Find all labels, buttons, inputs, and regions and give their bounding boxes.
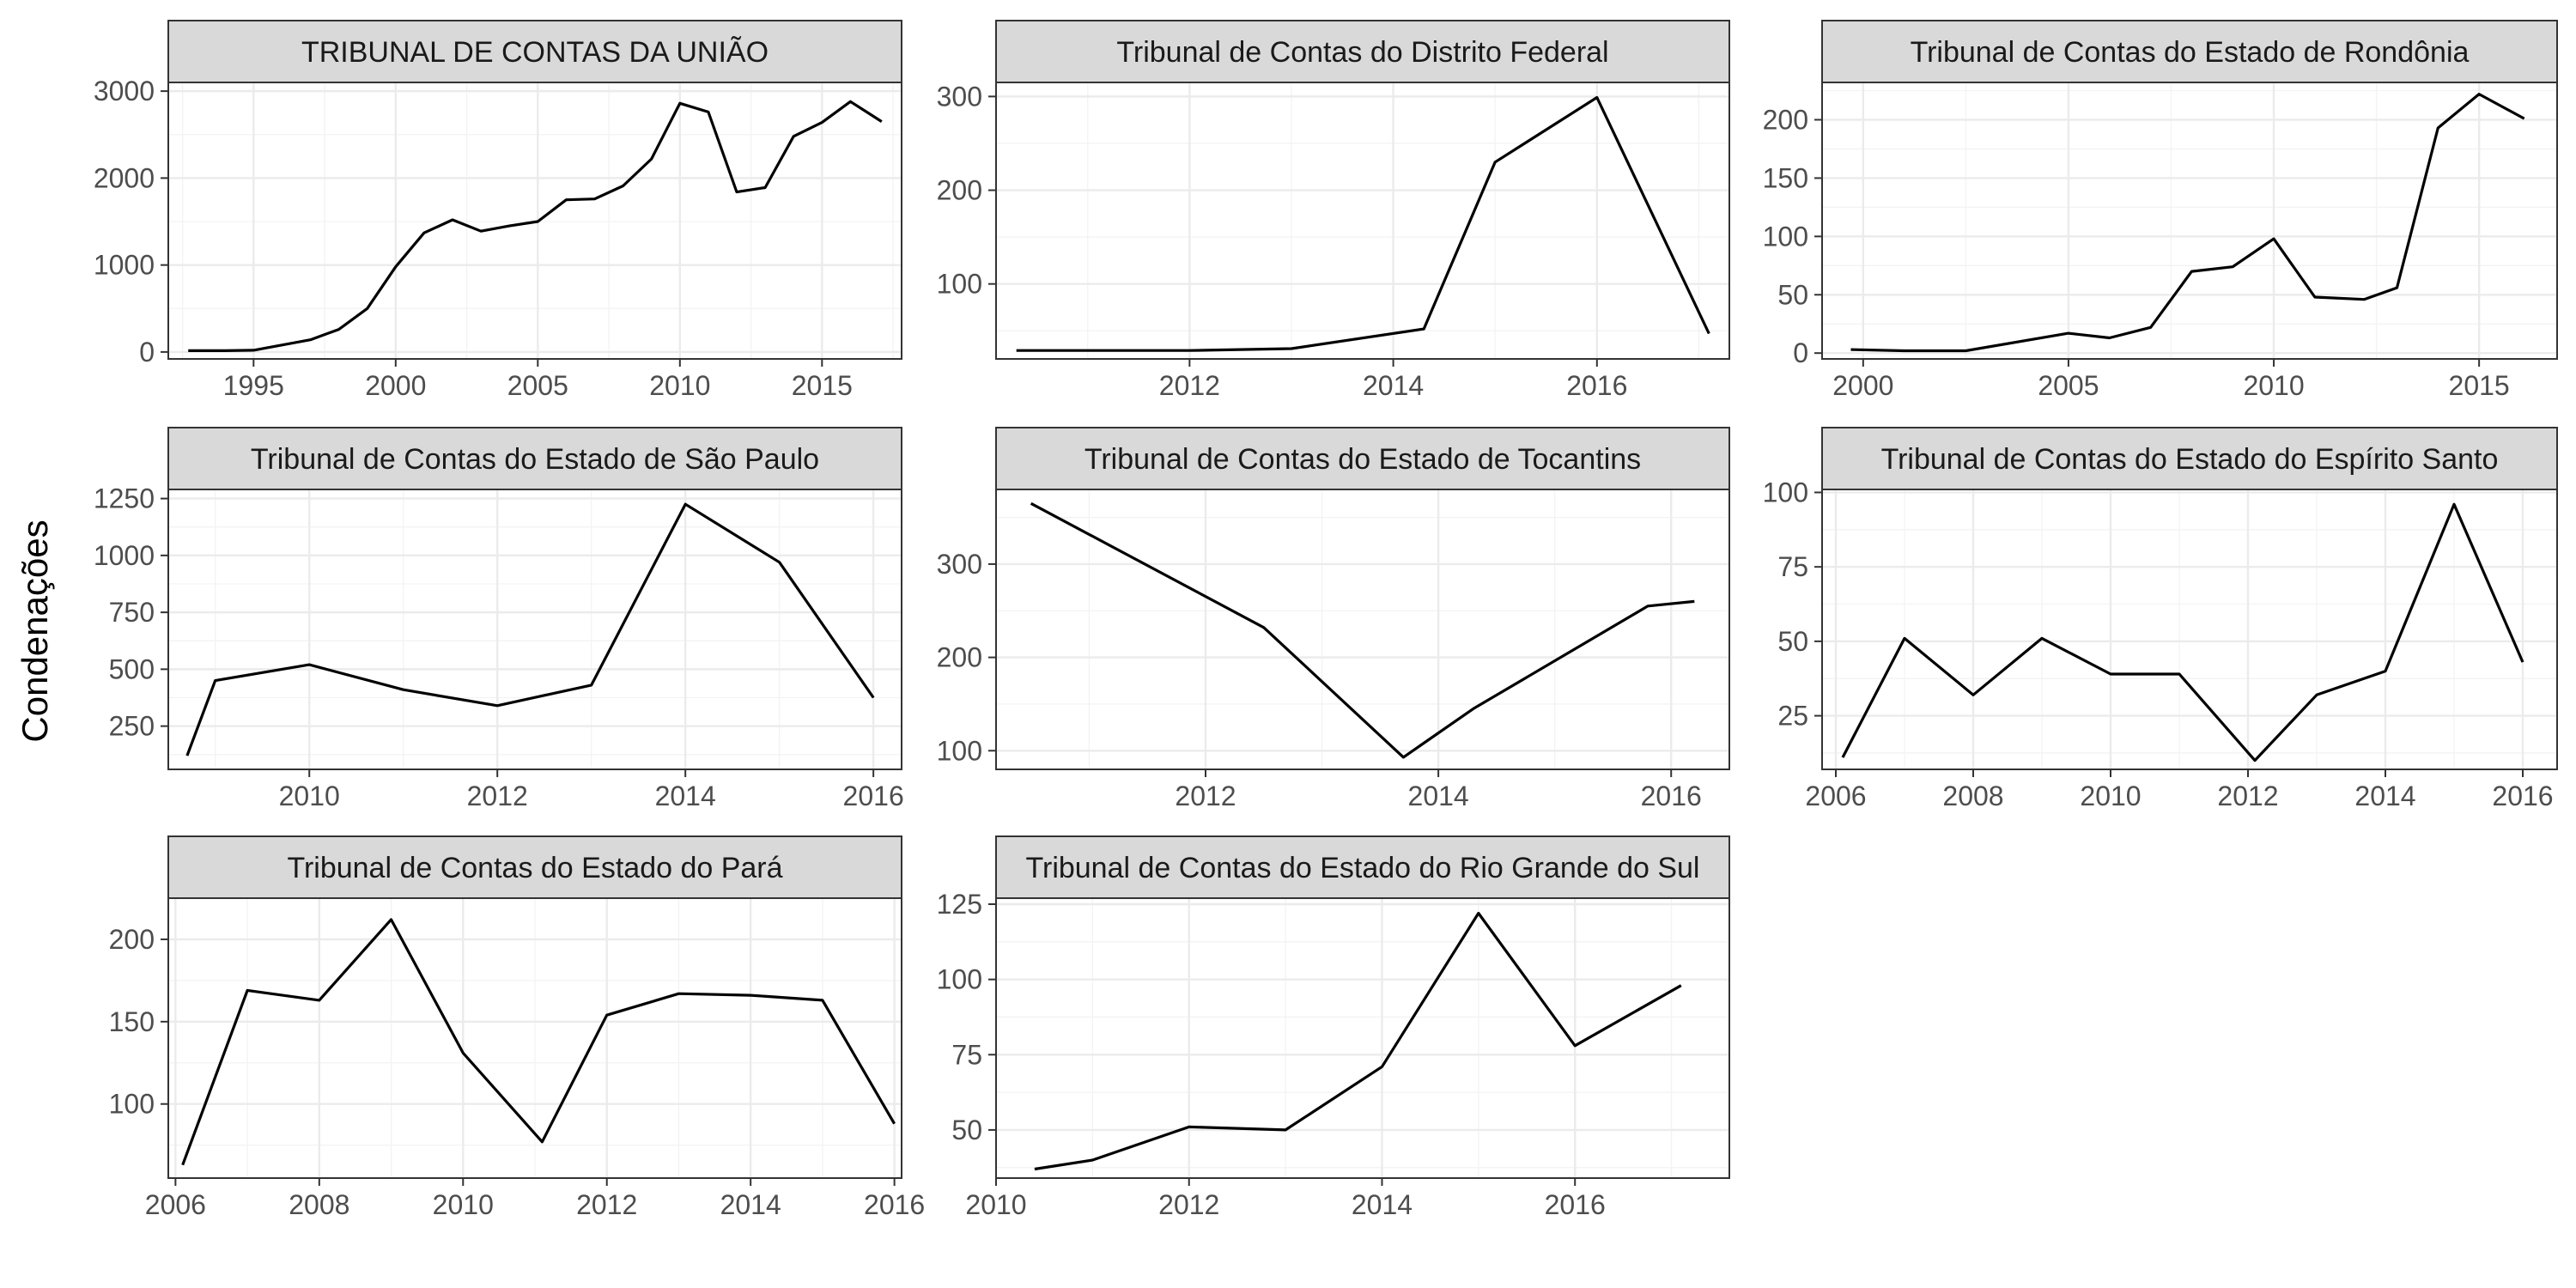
y-tick-label: 750 bbox=[109, 597, 155, 628]
facet-title: Tribunal de Contas do Distrito Federal bbox=[1116, 36, 1608, 69]
y-tick-label: 100 bbox=[109, 1089, 155, 1120]
y-tick-label: 150 bbox=[109, 1006, 155, 1037]
x-tick-label: 2016 bbox=[864, 1189, 925, 1220]
x-tick-label: 2012 bbox=[1175, 781, 1236, 811]
x-tick-label: 2016 bbox=[1566, 370, 1627, 401]
x-tick-label: 2014 bbox=[1363, 370, 1424, 401]
facet-panel-8: Tribunal de Contas do Estado do Rio Gran… bbox=[937, 836, 1729, 1220]
y-tick-label: 1000 bbox=[94, 540, 155, 571]
facet-panel-6: Tribunal de Contas do Estado do Espírito… bbox=[1763, 428, 2557, 811]
panel-background bbox=[996, 489, 1729, 769]
x-tick-label: 2016 bbox=[1545, 1189, 1606, 1220]
x-tick-label: 2006 bbox=[145, 1189, 206, 1220]
x-tick-label: 2008 bbox=[1942, 781, 2003, 811]
x-tick-label: 2005 bbox=[507, 370, 568, 401]
y-tick-label: 25 bbox=[1777, 701, 1808, 732]
y-tick-label: 200 bbox=[109, 924, 155, 955]
y-tick-label: 50 bbox=[1777, 626, 1808, 657]
x-tick-label: 2012 bbox=[1159, 370, 1220, 401]
x-tick-label: 2012 bbox=[1158, 1189, 1219, 1220]
x-tick-label: 2010 bbox=[433, 1189, 494, 1220]
x-tick-label: 2014 bbox=[1352, 1189, 1413, 1220]
facet-title: Tribunal de Contas do Estado do Pará bbox=[287, 852, 782, 884]
y-tick-label: 2000 bbox=[94, 162, 155, 193]
y-tick-label: 200 bbox=[937, 175, 982, 206]
y-tick-label: 75 bbox=[1777, 551, 1808, 582]
x-tick-label: 2010 bbox=[2243, 370, 2304, 401]
y-tick-label: 500 bbox=[109, 653, 155, 684]
facet-title: TRIBUNAL DE CONTAS DA UNIÃO bbox=[301, 36, 769, 69]
y-tick-label: 1000 bbox=[94, 250, 155, 281]
x-tick-label: 2000 bbox=[365, 370, 426, 401]
x-tick-label: 2012 bbox=[2217, 781, 2278, 811]
y-tick-label: 3000 bbox=[94, 76, 155, 106]
x-tick-label: 2008 bbox=[289, 1189, 349, 1220]
y-tick-label: 125 bbox=[937, 889, 982, 920]
x-tick-label: 2015 bbox=[2449, 370, 2510, 401]
y-tick-label: 300 bbox=[937, 549, 982, 580]
facet-title: Tribunal de Contas do Estado de Tocantin… bbox=[1084, 443, 1641, 476]
y-tick-label: 100 bbox=[1763, 221, 1808, 252]
x-tick-label: 2010 bbox=[2080, 781, 2141, 811]
panel-background bbox=[996, 898, 1729, 1178]
x-tick-label: 2014 bbox=[720, 1189, 781, 1220]
facet-panel-2: Tribunal de Contas do Distrito Federal 20… bbox=[937, 21, 1729, 401]
x-tick-label: 2012 bbox=[576, 1189, 637, 1220]
facet-title: Tribunal de Contas do Estado de Rondônia bbox=[1911, 36, 2470, 69]
y-tick-label: 100 bbox=[937, 964, 982, 995]
panel-background bbox=[996, 82, 1729, 359]
panel-background bbox=[1822, 82, 2557, 359]
x-tick-label: 2006 bbox=[1805, 781, 1866, 811]
facet-panel-7: Tribunal de Contas do Estado do Pará 2006… bbox=[109, 836, 926, 1220]
x-tick-label: 2015 bbox=[792, 370, 853, 401]
facet-title: Tribunal de Contas do Estado de São Paul… bbox=[251, 443, 819, 476]
x-tick-label: 2014 bbox=[1408, 781, 1469, 811]
y-tick-label: 50 bbox=[1777, 279, 1808, 310]
y-tick-label: 300 bbox=[937, 81, 982, 112]
y-tick-label: 75 bbox=[951, 1039, 982, 1070]
x-tick-label: 1995 bbox=[223, 370, 284, 401]
y-tick-label: 50 bbox=[951, 1115, 982, 1145]
panel-background bbox=[168, 489, 902, 769]
y-tick-label: 100 bbox=[937, 269, 982, 300]
y-tick-label: 150 bbox=[1763, 162, 1808, 193]
y-tick-label: 1250 bbox=[94, 483, 155, 514]
y-tick-label: 0 bbox=[1793, 337, 1808, 368]
x-tick-label: 2016 bbox=[2492, 781, 2553, 811]
facet-title: Tribunal de Contas do Estado do Rio Gran… bbox=[1025, 852, 1699, 884]
x-tick-label: 2005 bbox=[2038, 370, 2099, 401]
x-tick-label: 2010 bbox=[649, 370, 710, 401]
y-tick-label: 200 bbox=[937, 642, 982, 673]
facet-title: Tribunal de Contas do Estado do Espírito… bbox=[1881, 443, 2499, 476]
facet-panel-1: TRIBUNAL DE CONTAS DA UNIÃO 1995 2000 2005 2… bbox=[94, 21, 902, 401]
facet-panel-3: Tribunal de Contas do Estado de Rondônia… bbox=[1763, 21, 2557, 401]
x-tick-label: 2014 bbox=[2354, 781, 2415, 811]
y-tick-label: 100 bbox=[937, 735, 982, 766]
facet-panel-5: Tribunal de Contas do Estado de Tocantin… bbox=[937, 428, 1729, 811]
y-tick-label: 100 bbox=[1763, 477, 1808, 507]
y-axis-title: Condenações bbox=[15, 519, 55, 742]
x-tick-label: 2012 bbox=[467, 781, 528, 811]
x-tick-label: 2014 bbox=[655, 781, 716, 811]
x-tick-label: 2016 bbox=[843, 781, 904, 811]
x-tick-label: 2010 bbox=[279, 781, 340, 811]
y-tick-label: 250 bbox=[109, 711, 155, 742]
panel-background bbox=[1822, 489, 2557, 769]
x-tick-label: 2000 bbox=[1832, 370, 1893, 401]
x-tick-label: 2016 bbox=[1641, 781, 1702, 811]
x-tick-label: 2010 bbox=[965, 1189, 1026, 1220]
y-tick-label: 0 bbox=[139, 337, 155, 368]
facet-panel-4: Tribunal de Contas do Estado de São Paul… bbox=[94, 428, 904, 811]
y-tick-label: 200 bbox=[1763, 104, 1808, 135]
